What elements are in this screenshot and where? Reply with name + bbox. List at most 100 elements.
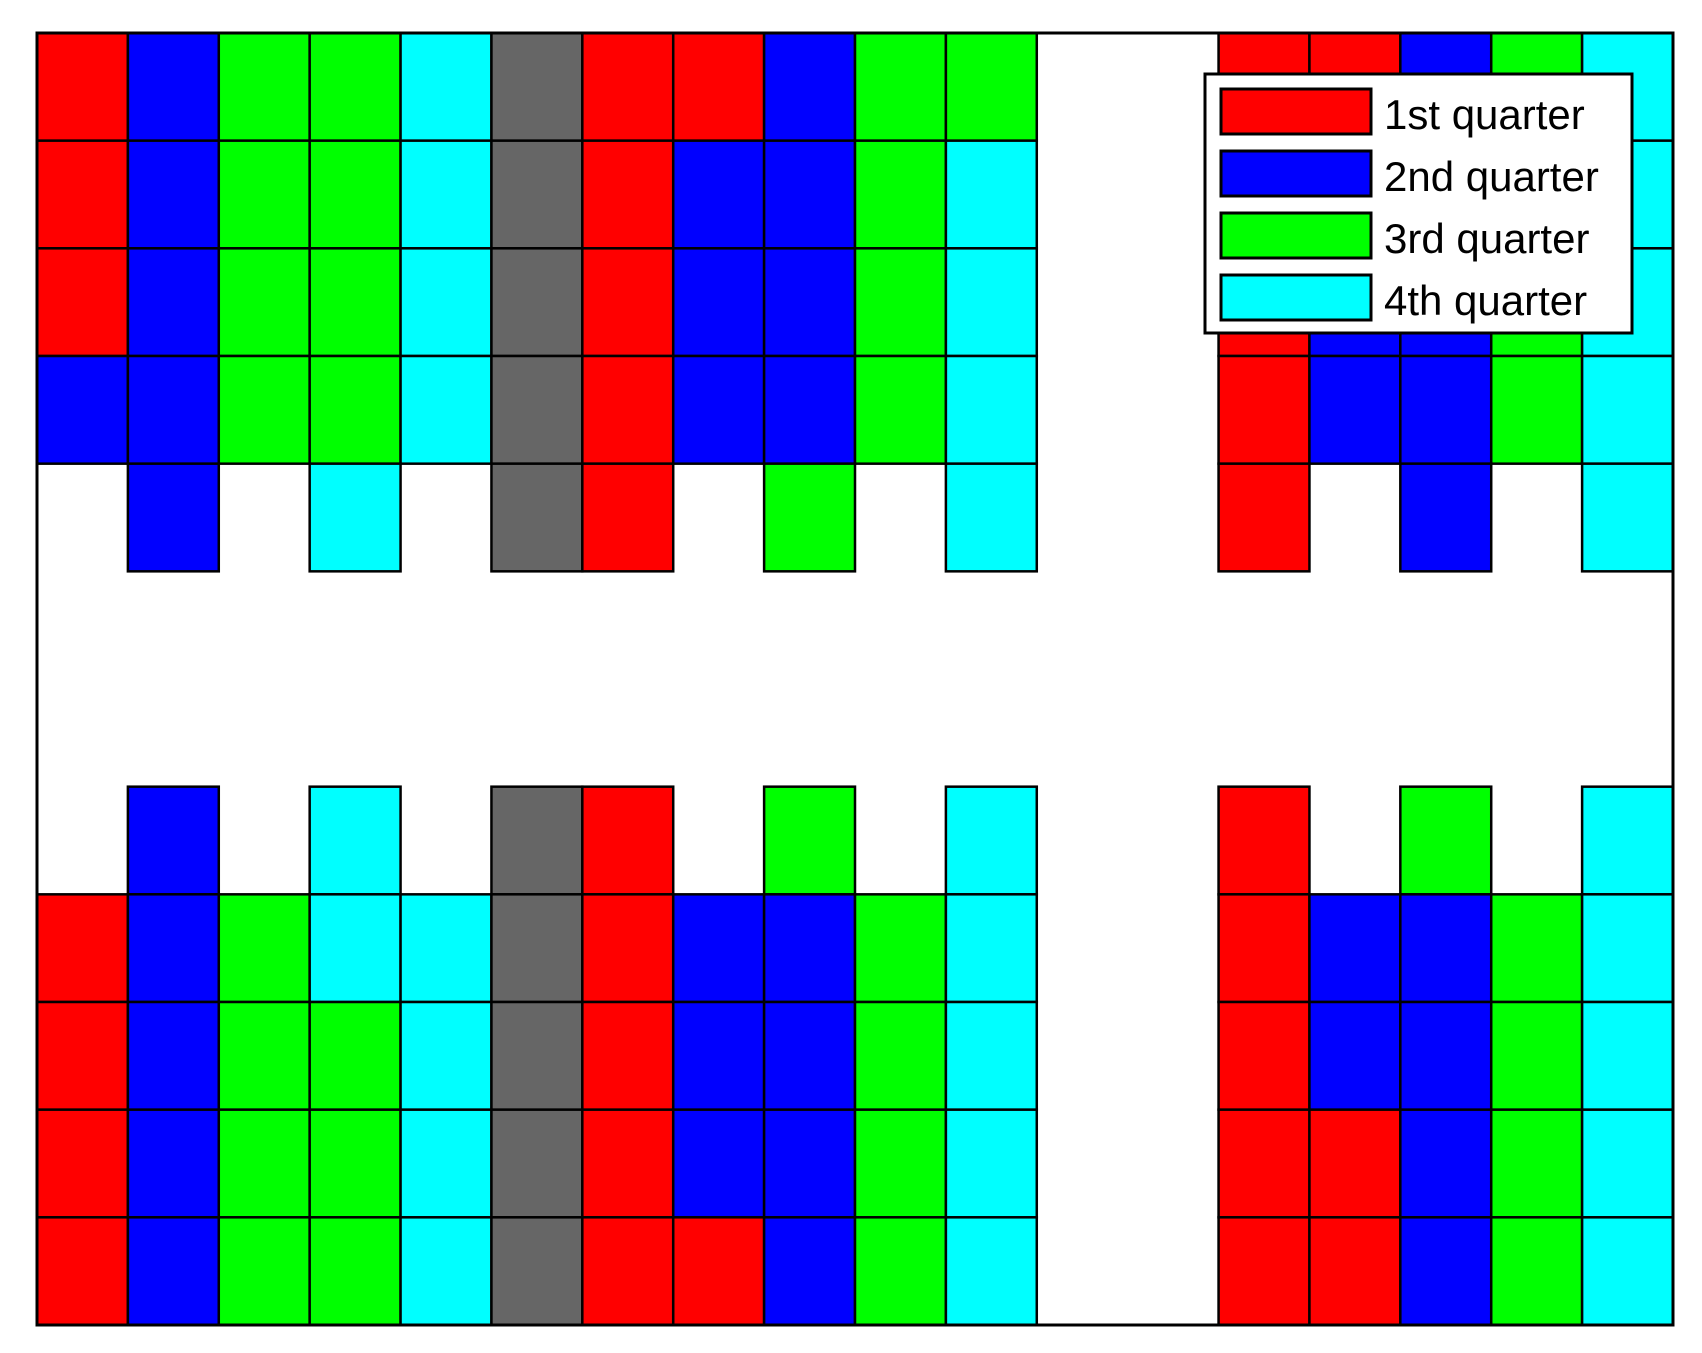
cell-3rd-quarter — [944, 31, 1039, 142]
cell-3rd-quarter — [853, 31, 948, 142]
cell-3rd-quarter — [853, 1216, 948, 1327]
cell-3rd-quarter — [1489, 1216, 1584, 1327]
cell-1st-quarter — [35, 1000, 130, 1111]
cell-4th-quarter — [1580, 354, 1675, 465]
cell-3rd-quarter — [308, 1216, 402, 1327]
cell-gray — [490, 893, 584, 1004]
cell-gray — [490, 139, 584, 250]
cell-3rd-quarter — [762, 785, 857, 896]
cell-3rd-quarter — [217, 893, 311, 1004]
legend-label: 3rd quarter — [1384, 215, 1589, 262]
cell-4th-quarter — [944, 139, 1039, 250]
cell-1st-quarter — [1217, 1000, 1311, 1111]
cell-4th-quarter — [1580, 893, 1675, 1004]
cell-2nd-quarter — [671, 139, 766, 250]
cell-1st-quarter — [1217, 1216, 1311, 1327]
cell-1st-quarter — [581, 462, 675, 573]
cell-gray — [490, 1000, 584, 1111]
legend-item-q1: 1st quarter — [1219, 87, 1585, 138]
cell-1st-quarter — [35, 31, 130, 142]
cell-3rd-quarter — [762, 462, 857, 573]
legend-swatch — [1219, 211, 1373, 260]
cell-1st-quarter — [1217, 1108, 1311, 1219]
cell-4th-quarter — [944, 462, 1039, 573]
cell-3rd-quarter — [308, 1108, 402, 1219]
cell-4th-quarter — [399, 1000, 493, 1111]
legend-label: 1st quarter — [1384, 91, 1585, 138]
legend-item-q2: 2nd quarter — [1219, 149, 1599, 200]
cell-1st-quarter — [581, 1216, 675, 1327]
cell-2nd-quarter — [1399, 462, 1493, 573]
cell-2nd-quarter — [1399, 1108, 1493, 1219]
legend-swatch — [1219, 273, 1373, 322]
cell-1st-quarter — [35, 139, 130, 250]
cell-4th-quarter — [944, 1108, 1039, 1219]
cell-4th-quarter — [944, 1216, 1039, 1327]
cell-1st-quarter — [35, 1216, 130, 1327]
cell-2nd-quarter — [1308, 893, 1402, 1004]
cell-4th-quarter — [1580, 1000, 1675, 1111]
cell-1st-quarter — [1308, 1108, 1402, 1219]
cell-3rd-quarter — [217, 31, 311, 142]
cell-3rd-quarter — [853, 893, 948, 1004]
cell-4th-quarter — [308, 785, 402, 896]
cell-2nd-quarter — [762, 139, 857, 250]
cell-4th-quarter — [944, 247, 1039, 358]
cell-3rd-quarter — [1489, 893, 1584, 1004]
cell-1st-quarter — [581, 139, 675, 250]
cell-1st-quarter — [581, 1108, 675, 1219]
legend-item-q3: 3rd quarter — [1219, 211, 1589, 262]
cell-1st-quarter — [581, 354, 675, 465]
cell-3rd-quarter — [217, 247, 311, 358]
cell-4th-quarter — [944, 354, 1039, 465]
cell-3rd-quarter — [853, 139, 948, 250]
legend-label: 2nd quarter — [1384, 153, 1599, 200]
legend: 1st quarter 2nd quarter 3rd quarter 4th … — [1203, 72, 1634, 335]
cell-4th-quarter — [1580, 462, 1675, 573]
cell-4th-quarter — [399, 31, 493, 142]
cell-2nd-quarter — [126, 462, 221, 573]
cell-2nd-quarter — [671, 247, 766, 358]
cell-1st-quarter — [35, 1108, 130, 1219]
cell-3rd-quarter — [853, 1108, 948, 1219]
cell-4th-quarter — [399, 354, 493, 465]
cell-2nd-quarter — [671, 1108, 766, 1219]
cell-4th-quarter — [944, 893, 1039, 1004]
cell-gray — [490, 785, 584, 896]
cell-gray — [490, 31, 584, 142]
cell-4th-quarter — [308, 462, 402, 573]
cell-4th-quarter — [399, 247, 493, 358]
cell-4th-quarter — [944, 785, 1039, 896]
cell-3rd-quarter — [308, 1000, 402, 1111]
cell-3rd-quarter — [217, 1000, 311, 1111]
cell-2nd-quarter — [1399, 354, 1493, 465]
cell-1st-quarter — [1308, 1216, 1402, 1327]
cell-3rd-quarter — [853, 247, 948, 358]
cell-2nd-quarter — [1399, 893, 1493, 1004]
cell-3rd-quarter — [217, 354, 311, 465]
cell-3rd-quarter — [217, 1108, 311, 1219]
cell-4th-quarter — [1580, 1108, 1675, 1219]
cell-2nd-quarter — [1399, 1000, 1493, 1111]
cell-gray — [490, 462, 584, 573]
plot-frame — [35, 31, 1675, 1327]
cell-2nd-quarter — [126, 1000, 221, 1111]
cell-3rd-quarter — [1399, 785, 1493, 896]
cell-3rd-quarter — [308, 247, 402, 358]
legend-label: 4th quarter — [1384, 277, 1587, 324]
cell-1st-quarter — [35, 247, 130, 358]
cell-2nd-quarter — [671, 354, 766, 465]
cell-3rd-quarter — [217, 139, 311, 250]
cell-4th-quarter — [308, 893, 402, 1004]
cell-1st-quarter — [1217, 785, 1311, 896]
cell-4th-quarter — [399, 893, 493, 1004]
legend-item-q4: 4th quarter — [1219, 273, 1587, 324]
cell-2nd-quarter — [1399, 1216, 1493, 1327]
cell-2nd-quarter — [126, 893, 221, 1004]
cell-1st-quarter — [581, 785, 675, 896]
cell-3rd-quarter — [1489, 1000, 1584, 1111]
cell-2nd-quarter — [126, 31, 221, 142]
cell-1st-quarter — [581, 1000, 675, 1111]
cell-1st-quarter — [1217, 893, 1311, 1004]
cell-2nd-quarter — [126, 785, 221, 896]
